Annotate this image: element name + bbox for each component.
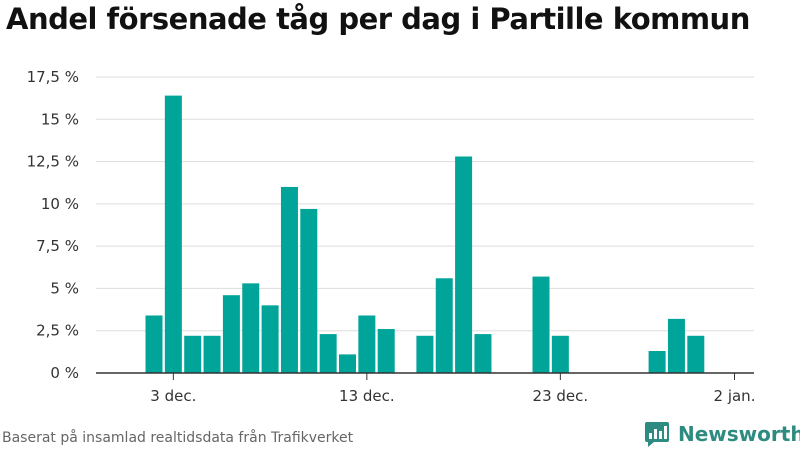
- bar: [242, 283, 260, 373]
- y-tick-label: 12,5 %: [27, 153, 79, 171]
- y-tick-label: 15 %: [41, 110, 79, 128]
- bar: [687, 335, 705, 373]
- bar: [184, 335, 202, 373]
- bar: [455, 156, 473, 373]
- bar: [551, 335, 569, 373]
- x-tick-label: 3 dec.: [150, 387, 196, 405]
- bar: [667, 318, 685, 373]
- bar: [377, 329, 395, 373]
- bar: [145, 315, 163, 373]
- x-tick-label: 13 dec.: [339, 387, 395, 405]
- bar: [261, 305, 279, 373]
- bar: [474, 334, 492, 373]
- y-axis-tick-labels: 0 % 2,5 % 5 % 7,5 % 10 % 12,5 % 15 % 17,5 %: [27, 68, 79, 382]
- x-tick-label: 23 dec.: [533, 387, 589, 405]
- bar: [319, 334, 337, 373]
- bar: [435, 278, 453, 373]
- y-tick-label: 17,5 %: [27, 68, 79, 86]
- bar: [416, 335, 434, 373]
- bar: [648, 351, 666, 373]
- bar: [164, 95, 182, 373]
- bar: [222, 295, 240, 373]
- gridlines: [96, 76, 754, 332]
- bar: [203, 335, 221, 373]
- newsworthy-logo-icon: [645, 422, 669, 447]
- chart-title: Andel försenade tåg per dag i Partille k…: [6, 2, 750, 36]
- y-tick-label: 5 %: [50, 279, 79, 297]
- x-tick-label: 2 jan.: [714, 387, 756, 405]
- bar: [300, 208, 318, 373]
- x-axis: [96, 372, 754, 380]
- bar: [339, 354, 356, 373]
- bar-chart: 0 % 2,5 % 5 % 7,5 % 10 % 12,5 % 15 % 17,5 % 3 d…: [27, 68, 756, 405]
- bars: [145, 95, 705, 373]
- y-tick-label: 10 %: [41, 195, 79, 213]
- x-axis-tick-labels: 3 dec. 13 dec. 23 dec. 2 jan.: [150, 387, 755, 405]
- bar: [532, 276, 550, 373]
- bar: [280, 186, 298, 373]
- bar: [358, 315, 376, 373]
- brand-name: Newsworthy: [678, 422, 800, 446]
- y-tick-label: 0 %: [50, 364, 79, 382]
- y-tick-label: 2,5 %: [36, 322, 79, 340]
- y-tick-label: 7,5 %: [36, 237, 79, 255]
- source-note: Baserat på insamlad realtidsdata från Tr…: [2, 430, 354, 446]
- brand-logo[interactable]: Newsworthy: [644, 419, 800, 449]
